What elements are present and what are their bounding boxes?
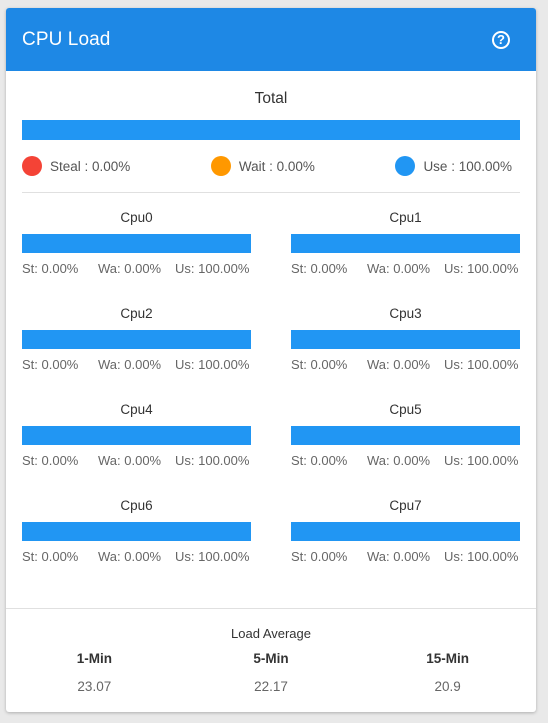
cpu-usage-bar (291, 426, 520, 445)
cpu-wait-value: Wa: 0.00% (98, 357, 162, 372)
cpu-usage-bar-fill (22, 426, 251, 445)
load-average-title: Load Average (231, 626, 311, 641)
card-title: CPU Load (22, 28, 111, 50)
cpu-cell: Cpu0 St: 0.00% Wa: 0.00% Us: 100.00% (22, 209, 251, 305)
cpu-usage-bar-fill (22, 522, 251, 541)
legend-wait-label: Wait : 0.00% (238, 158, 315, 174)
cpu-usage-bar-fill (22, 234, 251, 253)
load-average-item: 15-Min 20.9 (359, 650, 536, 696)
total-usage-bar-fill (22, 120, 520, 140)
cpu-steal-value: St: 0.00% (291, 261, 348, 276)
cpu-steal-value: St: 0.00% (291, 453, 348, 468)
cpu-load-card: CPU Load ? Total Steal : 0.00% Wait : 0.… (6, 8, 536, 712)
cpu-use-value: Us: 100.00% (444, 357, 519, 372)
cpu-cell: Cpu7 St: 0.00% Wa: 0.00% Us: 100.00% (291, 497, 520, 593)
total-usage-bar (22, 120, 520, 140)
cpu-usage-bar (22, 426, 251, 445)
cpu-usage-bar (291, 330, 520, 349)
cpu-usage-bar (22, 234, 251, 253)
cpu-use-value: Us: 100.00% (175, 357, 250, 372)
load-average-value: 22.17 (254, 679, 288, 694)
cpu-stats: St: 0.00% Wa: 0.00% Us: 100.00% (22, 259, 251, 279)
cpu-name: Cpu1 (389, 210, 422, 225)
help-icon[interactable]: ? (492, 30, 510, 49)
legend-use: Use : 100.00% (395, 156, 512, 176)
cpu-usage-bar (22, 522, 251, 541)
cpu-use-value: Us: 100.00% (444, 453, 519, 468)
cpu-cell: Cpu3 St: 0.00% Wa: 0.00% Us: 100.00% (291, 305, 520, 401)
cpu-name: Cpu3 (389, 306, 422, 321)
load-average-item: 5-Min 22.17 (183, 650, 360, 696)
legend-wait: Wait : 0.00% (210, 156, 315, 176)
cpu-name: Cpu2 (120, 306, 153, 321)
cpu-usage-bar-fill (291, 426, 520, 445)
cpu-use-value: Us: 100.00% (175, 549, 250, 564)
load-average-section: Load Average 1-Min 23.07 5-Min 22.17 15-… (6, 626, 536, 696)
total-section: Total Steal : 0.00% Wait : 0.00% Use : 1… (6, 90, 536, 177)
cpu-steal-value: St: 0.00% (291, 357, 348, 372)
total-title: Total (254, 90, 288, 107)
cpu-usage-bar-fill (291, 234, 520, 253)
cpu-wait-value: Wa: 0.00% (367, 261, 431, 276)
legend-steal-label: Steal : 0.00% (50, 158, 131, 174)
help-glyph: ? (497, 32, 505, 47)
cpu-use-value: Us: 100.00% (175, 261, 250, 276)
cpu-cell: Cpu1 St: 0.00% Wa: 0.00% Us: 100.00% (291, 209, 520, 305)
load-average-value: 20.9 (434, 679, 461, 694)
cpu-usage-bar (291, 522, 520, 541)
cpu-wait-value: Wa: 0.00% (367, 357, 431, 372)
cpu-use-value: Us: 100.00% (444, 549, 519, 564)
cpu-name: Cpu7 (389, 498, 422, 513)
cpu-name: Cpu6 (120, 498, 153, 513)
load-average-label: 1-Min (76, 651, 112, 666)
cpu-cell: Cpu2 St: 0.00% Wa: 0.00% Us: 100.00% (22, 305, 251, 401)
section-divider (22, 192, 520, 193)
cpu-stats: St: 0.00% Wa: 0.00% Us: 100.00% (291, 547, 520, 567)
wait-dot-icon (210, 156, 231, 176)
cpu-wait-value: Wa: 0.00% (98, 261, 162, 276)
load-average-label: 5-Min (253, 651, 289, 666)
load-average-value: 23.07 (77, 679, 112, 694)
card-header: CPU Load ? (6, 8, 536, 71)
cpu-usage-bar (291, 234, 520, 253)
load-divider (6, 608, 536, 609)
cpu-steal-value: St: 0.00% (22, 453, 79, 468)
cpu-cell: Cpu5 St: 0.00% Wa: 0.00% Us: 100.00% (291, 401, 520, 497)
cpu-name: Cpu5 (389, 402, 422, 417)
cpu-steal-value: St: 0.00% (22, 549, 79, 564)
cpu-name: Cpu0 (120, 210, 153, 225)
load-average-row: 1-Min 23.07 5-Min 22.17 15-Min 20.9 (6, 650, 536, 696)
cpu-wait-value: Wa: 0.00% (367, 453, 431, 468)
cpu-wait-value: Wa: 0.00% (98, 549, 162, 564)
load-average-item: 1-Min 23.07 (6, 650, 183, 696)
cpu-cell: Cpu4 St: 0.00% Wa: 0.00% Us: 100.00% (22, 401, 251, 497)
legend-steal: Steal : 0.00% (22, 156, 130, 176)
cpu-use-value: Us: 100.00% (444, 261, 519, 276)
use-dot-icon (395, 156, 416, 176)
total-legend: Steal : 0.00% Wait : 0.00% Use : 100.00% (22, 155, 520, 177)
cpu-steal-value: St: 0.00% (291, 549, 348, 564)
cpu-stats: St: 0.00% Wa: 0.00% Us: 100.00% (22, 547, 251, 567)
cpu-stats: St: 0.00% Wa: 0.00% Us: 100.00% (291, 451, 520, 471)
steal-dot-icon (22, 156, 42, 176)
cpu-stats: St: 0.00% Wa: 0.00% Us: 100.00% (22, 451, 251, 471)
cpu-usage-bar-fill (291, 522, 520, 541)
cpu-name: Cpu4 (120, 402, 153, 417)
cpu-usage-bar-fill (291, 330, 520, 349)
cpu-use-value: Us: 100.00% (175, 453, 250, 468)
cpu-stats: St: 0.00% Wa: 0.00% Us: 100.00% (291, 259, 520, 279)
cpu-stats: St: 0.00% Wa: 0.00% Us: 100.00% (291, 355, 520, 375)
cpu-wait-value: Wa: 0.00% (98, 453, 162, 468)
legend-use-label: Use : 100.00% (423, 158, 512, 174)
cpu-wait-value: Wa: 0.00% (367, 549, 431, 564)
cpu-cell: Cpu6 St: 0.00% Wa: 0.00% Us: 100.00% (22, 497, 251, 593)
cpu-steal-value: St: 0.00% (22, 261, 79, 276)
load-average-label: 15-Min (426, 651, 470, 666)
cpu-usage-bar-fill (22, 330, 251, 349)
cpu-steal-value: St: 0.00% (22, 357, 79, 372)
cpu-usage-bar (22, 330, 251, 349)
cpu-grid: Cpu0 St: 0.00% Wa: 0.00% Us: 100.00% Cpu… (6, 209, 536, 593)
cpu-stats: St: 0.00% Wa: 0.00% Us: 100.00% (22, 355, 251, 375)
